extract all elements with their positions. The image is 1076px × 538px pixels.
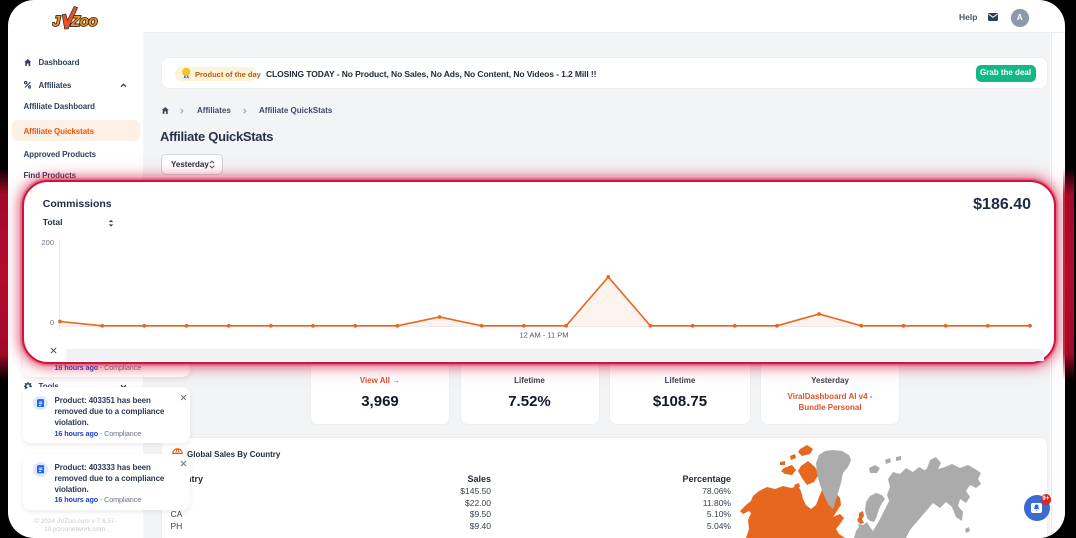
svg-text:J: J [52,13,61,30]
svg-text:Zoo: Zoo [70,13,97,30]
